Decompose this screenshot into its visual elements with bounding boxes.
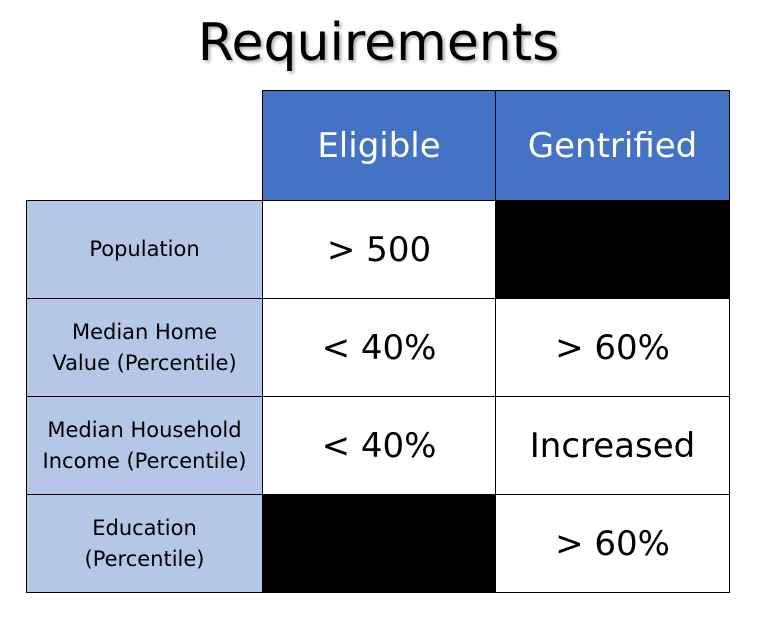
- row-label-median-household-income-text: Median Household Income (Percentile): [42, 417, 247, 473]
- cell-education-gentrified: > 60%: [495, 494, 730, 593]
- cell-home-value-gentrified: > 60%: [495, 298, 730, 397]
- row-label-median-home-value-text: Median Home Value (Percentile): [52, 319, 237, 375]
- column-header-gentrified: Gentrified: [495, 90, 730, 201]
- cell-population-eligible: > 500: [262, 200, 496, 299]
- cell-population-gentrified-blank: [495, 200, 730, 299]
- cell-income-gentrified: Increased: [495, 396, 730, 495]
- page-title: Requirements: [197, 13, 560, 73]
- cell-education-eligible-blank: [262, 494, 496, 593]
- cell-income-eligible: < 40%: [262, 396, 496, 495]
- cell-home-value-eligible: < 40%: [262, 298, 496, 397]
- row-label-education: Education (Percentile): [26, 494, 263, 593]
- row-label-median-household-income: Median Household Income (Percentile): [26, 396, 263, 495]
- row-label-population: Population: [26, 200, 263, 299]
- row-label-education-text: Education (Percentile): [84, 515, 205, 571]
- row-label-median-home-value: Median Home Value (Percentile): [26, 298, 263, 397]
- column-header-eligible: Eligible: [262, 90, 496, 201]
